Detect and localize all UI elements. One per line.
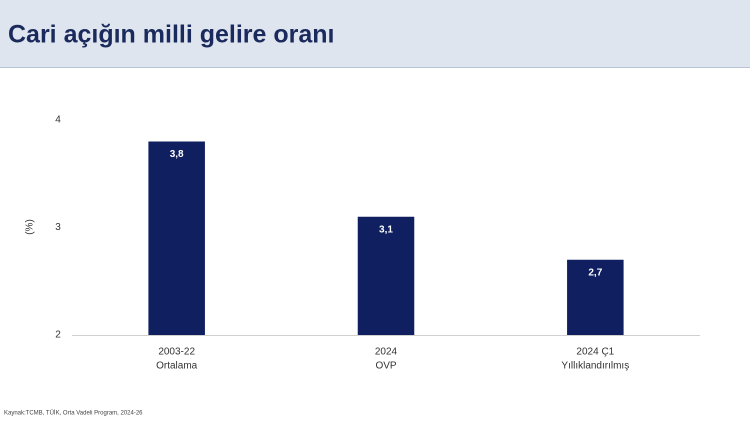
bar <box>567 259 624 335</box>
chart-title: Cari açığın milli gelire oranı <box>8 21 335 49</box>
value-label: 2,7 <box>588 267 602 278</box>
y-tick-label: 4 <box>55 115 61 126</box>
y-tick-label: 3 <box>55 222 61 233</box>
value-label: 3,8 <box>170 149 184 160</box>
header-band <box>0 0 750 67</box>
x-tick-label: 2024 <box>375 347 398 358</box>
bar <box>148 141 205 335</box>
x-tick-label: Yıllıklandırılmış <box>561 361 629 372</box>
x-tick-label: 2024 Ç1 <box>576 347 614 358</box>
y-tick-label: 2 <box>55 330 61 341</box>
y-axis-label: (%) <box>25 219 36 235</box>
x-tick-label: OVP <box>375 361 396 372</box>
x-tick-label: 2003-22 <box>158 347 195 358</box>
source-note: Kaynak:TCMB, TÜİK, Orta Vadeli Program, … <box>4 410 143 417</box>
x-tick-label: Ortalama <box>156 361 198 372</box>
bar <box>357 216 415 335</box>
value-label: 3,1 <box>379 224 393 235</box>
